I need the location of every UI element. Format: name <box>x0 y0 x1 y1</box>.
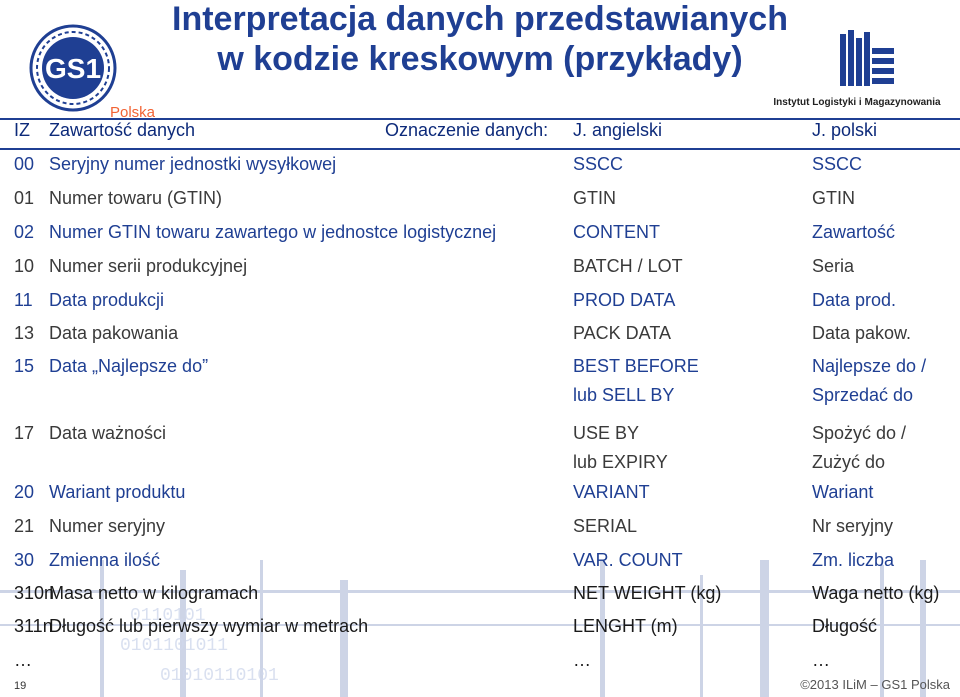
table-row-description: Numer seryjny <box>49 516 166 536</box>
table-row-ai: … <box>14 650 32 670</box>
table-row-ai: 00 <box>14 154 35 174</box>
table-row-english: CONTENT <box>573 222 660 242</box>
table-row-ai: 17 <box>14 423 35 443</box>
slide-title-line-2: w kodzie kreskowym (przykłady) <box>217 40 743 78</box>
table-row-description: Seryjny numer jednostki wysyłkowej <box>49 154 337 174</box>
svg-text:GS1: GS1 <box>45 53 101 84</box>
header-polish: J. polski <box>812 120 878 140</box>
page-number: 19 <box>14 680 27 692</box>
copyright: ©2013 ILiM – GS1 Polska <box>800 677 950 692</box>
table-row-ai: 10 <box>14 256 35 276</box>
table-row-polish-alt: Zużyć do <box>812 452 886 472</box>
table-row-english: SERIAL <box>573 516 638 536</box>
table-row-english: VAR. COUNT <box>573 550 683 570</box>
table-row-ai: 13 <box>14 323 35 343</box>
table-row-english: PROD DATA <box>573 290 676 310</box>
table-row-ai: 30 <box>14 550 35 570</box>
table-row-polish: Wariant <box>812 482 874 502</box>
table-row-english: LENGHT (m) <box>573 616 678 636</box>
table-row-polish: Seria <box>812 256 855 276</box>
svg-text:Polska: Polska <box>110 104 156 120</box>
table-row-ai: 11 <box>14 290 33 310</box>
table-row-polish: Waga netto (kg) <box>812 583 940 603</box>
slide-title-line-1: Interpretacja danych przedstawianych <box>172 0 788 38</box>
table-row-english: USE BY <box>573 423 640 443</box>
table-row-polish: Zawartość <box>812 222 896 242</box>
table-row-ai: 311n <box>14 616 53 636</box>
table-row-polish: SSCC <box>812 154 863 174</box>
svg-text:0110101: 0110101 <box>130 606 206 626</box>
gs1-polska-logo: GS1 Polska <box>29 24 156 120</box>
table-row-description: Data produkcji <box>49 290 165 310</box>
table-row-description: Data pakowania <box>49 323 179 343</box>
table-row-polish: Spożyć do / <box>812 423 907 443</box>
table-row-english: VARIANT <box>573 482 650 502</box>
table-row-ai: 01 <box>14 188 35 208</box>
table-row-description: Numer serii produkcyjnej <box>49 256 248 276</box>
svg-text:Instytut Logistyki i Magazynow: Instytut Logistyki i Magazynowania <box>773 97 941 108</box>
table-row-polish-alt: Sprzedać do <box>812 385 914 405</box>
table-row-ai: 02 <box>14 222 35 242</box>
table-row-english-alt: lub SELL BY <box>573 385 675 405</box>
table-row-description: Data „Najlepsze do” <box>49 356 209 376</box>
table-row-english: NET WEIGHT (kg) <box>573 583 722 603</box>
table-row-description: Długość lub pierwszy wymiar w metrach <box>49 616 369 636</box>
svg-text:01010110101: 01010110101 <box>160 666 279 686</box>
table-row-ai: 310n <box>14 583 55 603</box>
table-row-description: Numer GTIN towaru zawartego w jednostce … <box>49 222 497 242</box>
table-row-polish: Data pakow. <box>812 323 912 343</box>
table-row-description: Zmienna ilość <box>49 550 161 570</box>
barcode-background-graphic: 0110101 0101101011 01010110101 <box>0 560 960 697</box>
table-row-ai: 21 <box>14 516 35 536</box>
header-ai: IZ <box>14 120 30 140</box>
table-row-polish: Najlepsze do / <box>812 356 927 376</box>
header-designation: Oznaczenie danych: <box>385 120 549 140</box>
table-row-description: Numer towaru (GTIN) <box>49 188 223 208</box>
table-row-english: PACK DATA <box>573 323 672 343</box>
table-row-description: Masa netto w kilogramach <box>49 583 259 603</box>
table-row-english: BEST BEFORE <box>573 356 699 376</box>
table-row-description: Data ważności <box>49 423 167 443</box>
svg-text:0101101011: 0101101011 <box>120 636 228 656</box>
table-row-english-alt: lub EXPIRY <box>573 452 668 472</box>
table-row-description: Wariant produktu <box>49 482 186 502</box>
table-row-english: SSCC <box>573 154 624 174</box>
table-row-polish: Długość <box>812 616 878 636</box>
table-row-polish: GTIN <box>812 188 855 208</box>
ilim-logo: Instytut Logistyki i Magazynowania <box>773 30 941 108</box>
table-row-polish: … <box>812 650 830 670</box>
table-row-english: … <box>573 650 591 670</box>
table-row-polish: Data prod. <box>812 290 897 310</box>
header-english: J. angielski <box>573 120 663 140</box>
table-header <box>0 118 960 150</box>
table-row-ai: 20 <box>14 482 35 502</box>
table-row-polish: Nr seryjny <box>812 516 894 536</box>
table-row-english: BATCH / LOT <box>573 256 683 276</box>
table-row-ai: 15 <box>14 356 35 376</box>
table-row-english: GTIN <box>573 188 616 208</box>
table-row-polish: Zm. liczba <box>812 550 895 570</box>
header-content: Zawartość danych <box>49 120 196 140</box>
